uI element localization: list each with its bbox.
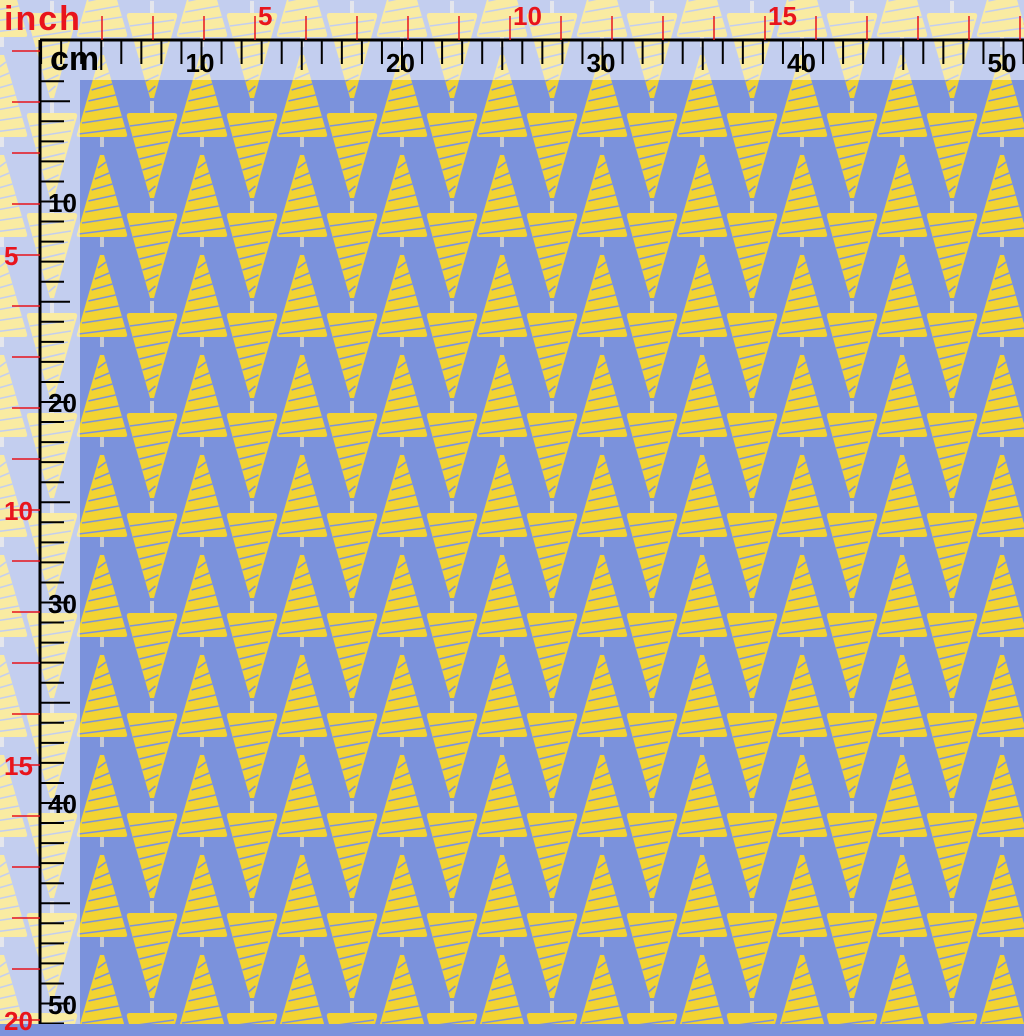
cm-label-left: 50 <box>48 989 77 1020</box>
cm-label-left: 10 <box>48 187 77 218</box>
cm-label-left: 20 <box>48 388 77 418</box>
cm-label-top: 30 <box>586 48 616 78</box>
ruler-ticks <box>12 16 1024 1024</box>
cm-label-top: 40 <box>787 48 816 78</box>
inch-label-top: 15 <box>768 1 797 31</box>
inch-label-top: 10 <box>513 1 542 31</box>
cm-label-top: 20 <box>386 48 415 78</box>
cm-label-top: 10 <box>185 48 215 78</box>
cm-label-left: 40 <box>48 789 77 819</box>
cm-unit-label: cm <box>50 40 100 78</box>
inch-label-left: 20 <box>4 1006 33 1036</box>
inch-label-left: 5 <box>4 241 19 271</box>
inch-label-top: 5 <box>258 1 273 31</box>
inch-label-left: 15 <box>4 751 33 781</box>
cm-label-left: 30 <box>48 588 77 619</box>
inch-unit-label: inch <box>4 0 82 38</box>
inch-label-left: 10 <box>4 496 33 526</box>
cm-label-top: 50 <box>987 48 1017 78</box>
